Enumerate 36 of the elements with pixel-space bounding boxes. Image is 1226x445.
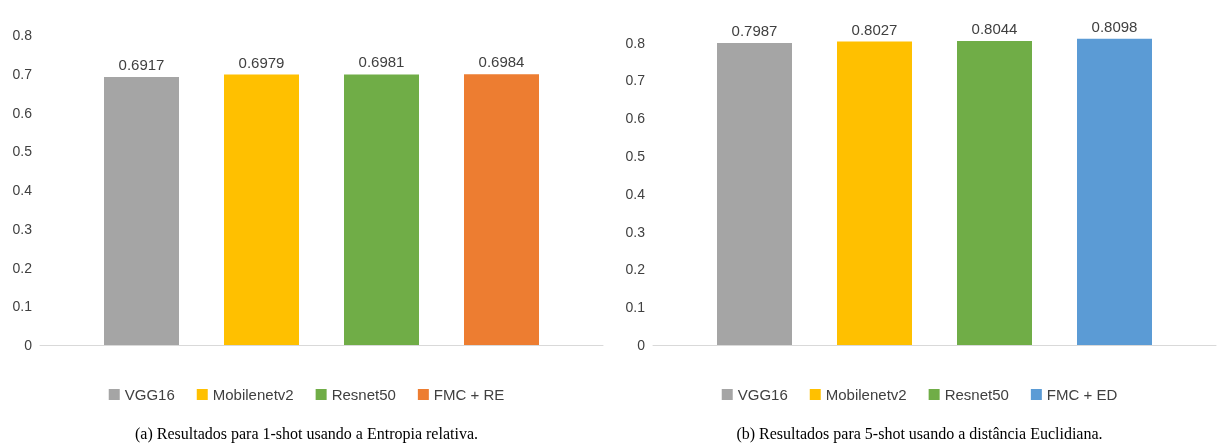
legend-label: Resnet50	[944, 386, 1009, 403]
data-label: 0.6917	[118, 55, 165, 73]
y-tick-label: 0.1	[12, 298, 33, 315]
y-tick-label: 0.7	[625, 72, 646, 89]
y-tick-label: 0.4	[625, 185, 646, 202]
legend-label: Resnet50	[331, 386, 396, 403]
data-label: 0.6979	[238, 53, 285, 71]
y-tick-label: 0.8	[12, 27, 33, 43]
text: (a) Resultados para 1-shot usando a Entropia relativa.	[135, 424, 478, 443]
legend-label: VGG16	[124, 386, 175, 403]
legend-label: FMC + ED	[1046, 386, 1118, 403]
legend-label: Mobilenetv2	[825, 386, 907, 403]
data-label: 0.8098	[1091, 17, 1138, 35]
y-tick-label: 0.4	[12, 182, 33, 198]
y-tick-label: 0.2	[625, 261, 646, 278]
y-tick-label: 0	[637, 337, 646, 353]
data-label: 0.6981	[358, 53, 405, 71]
text: (b) Resultados para 5-shot usando a distância Euclidiana.	[736, 424, 1103, 443]
data-label: 0.7987	[731, 22, 778, 40]
y-tick-label: 0.7	[12, 65, 33, 82]
y-tick-label: 0.3	[12, 220, 33, 237]
y-tick-label: 0.3	[625, 223, 646, 240]
legend-label: FMC + RE	[433, 386, 505, 403]
y-tick-label: 0.1	[625, 299, 646, 316]
legend-label: Mobilenetv2	[212, 386, 294, 403]
y-tick-label: 0.8	[625, 34, 646, 51]
data-label: 0.6984	[478, 53, 525, 71]
data-label: 0.8027	[851, 20, 898, 38]
y-tick-label: 0.5	[12, 143, 33, 160]
y-tick-label: 0.5	[625, 147, 646, 164]
y-tick-label: 0	[24, 337, 33, 353]
y-tick-label: 0.6	[625, 110, 646, 127]
data-label: 0.8044	[971, 19, 1018, 37]
y-tick-label: 0.6	[12, 104, 33, 121]
y-tick-label: 0.2	[12, 259, 33, 276]
legend-label: VGG16	[737, 386, 788, 403]
